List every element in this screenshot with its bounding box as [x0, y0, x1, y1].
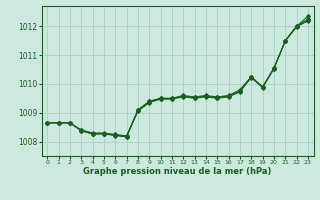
- X-axis label: Graphe pression niveau de la mer (hPa): Graphe pression niveau de la mer (hPa): [84, 167, 272, 176]
